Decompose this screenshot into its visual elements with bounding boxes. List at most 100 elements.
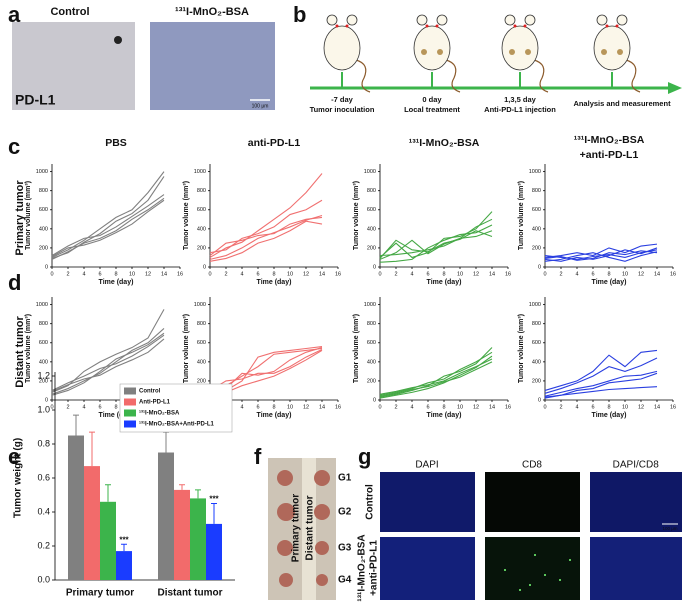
bar xyxy=(206,523,222,580)
data-line xyxy=(209,173,323,258)
cd8-cell xyxy=(559,579,561,581)
timeline-day: 0 day xyxy=(422,95,442,104)
x-tick-label: Primary tumor xyxy=(66,588,134,599)
x-tick-label: 10 xyxy=(622,404,628,410)
cd8-control xyxy=(485,472,580,532)
y-tick-label: 0 xyxy=(538,397,541,403)
timeline-day: -7 day xyxy=(331,95,354,104)
x-tick-label: 12 xyxy=(473,404,479,410)
x-tick-label: 0 xyxy=(378,271,381,277)
ruler xyxy=(302,458,316,600)
x-tick-label: 12 xyxy=(303,404,309,410)
y-tick-label: 200 xyxy=(39,245,48,251)
data-line xyxy=(544,386,658,398)
y-tick-label: 200 xyxy=(532,245,541,251)
x-tick-label: 10 xyxy=(287,404,293,410)
chart-title: PBS xyxy=(105,137,127,149)
panel-label: d xyxy=(8,270,21,295)
data-line xyxy=(209,199,323,254)
chart-title: anti-PD-L1 xyxy=(248,137,301,149)
mouse-tail xyxy=(445,59,461,93)
x-tick-label: 6 xyxy=(426,271,429,277)
y-tick-label: 800 xyxy=(39,188,48,194)
data-line xyxy=(544,250,658,261)
x-tick-label: 12 xyxy=(638,404,644,410)
y-tick-label: 800 xyxy=(532,188,541,194)
legend-swatch xyxy=(124,409,136,417)
x-tick-label: 10 xyxy=(129,271,135,277)
group-label: G4 xyxy=(338,575,352,586)
ihc-image-control xyxy=(12,22,135,110)
ihc-image-treated xyxy=(150,22,275,110)
panel-label: g xyxy=(358,444,371,469)
x-tick-label: 10 xyxy=(457,404,463,410)
y-tick-label: 600 xyxy=(532,340,541,346)
timeline-event: Local treatment xyxy=(404,105,460,114)
x-tick-label: 10 xyxy=(287,271,293,277)
x-tick-label: 0 xyxy=(50,404,53,410)
y-tick-label: 200 xyxy=(39,378,48,384)
merge-treated xyxy=(590,537,682,600)
error-bar xyxy=(121,543,127,552)
x-tick-label: 16 xyxy=(505,404,511,410)
y-tick-label: 200 xyxy=(532,378,541,384)
x-tick-label: 4 xyxy=(410,271,413,277)
y-tick-label: 600 xyxy=(197,340,206,346)
legend-swatch xyxy=(124,398,136,406)
y-tick-label: 600 xyxy=(532,207,541,213)
mouse-ear xyxy=(596,14,608,26)
data-line xyxy=(379,355,493,399)
x-tick-label: 6 xyxy=(98,404,101,410)
y-tick-label: 600 xyxy=(367,340,376,346)
bar xyxy=(158,452,174,580)
stain-label: PD-L1 xyxy=(15,92,56,108)
y-tick-label: 0.8 xyxy=(37,438,50,448)
data-line xyxy=(51,199,165,257)
x-tick-label: 2 xyxy=(394,404,397,410)
data-line xyxy=(379,361,493,397)
x-axis-label: Time (day) xyxy=(592,279,627,286)
data-line xyxy=(51,338,165,392)
x-tick-label: 16 xyxy=(670,271,676,277)
group-label: G1 xyxy=(338,473,352,484)
cd8-cell xyxy=(529,584,531,586)
mouse-ear xyxy=(346,14,358,26)
x-tick-label: 0 xyxy=(378,404,381,410)
data-line xyxy=(544,243,658,259)
legend-swatch xyxy=(124,387,136,395)
tumor xyxy=(314,504,330,520)
x-tick-label: 0 xyxy=(543,404,546,410)
x-tick-label: 4 xyxy=(240,271,243,277)
x-tick-label: 8 xyxy=(272,404,275,410)
y-axis-label: Tumor volume (mm³) xyxy=(353,181,360,250)
y-tick-label: 800 xyxy=(367,321,376,327)
error-bar xyxy=(211,503,217,524)
x-tick-label: 2 xyxy=(394,271,397,277)
x-tick-label: 6 xyxy=(426,404,429,410)
data-line xyxy=(544,370,658,397)
y-axis-label: Tumor volume (mm³) xyxy=(183,181,190,250)
x-tick-label: 14 xyxy=(489,271,495,277)
mouse-body xyxy=(413,25,451,71)
data-line xyxy=(544,357,658,394)
data-line xyxy=(209,348,323,391)
mouse-ear xyxy=(416,14,428,26)
cd8-cell xyxy=(519,589,521,591)
legend-swatch xyxy=(124,420,136,428)
data-line xyxy=(379,230,493,259)
axis xyxy=(209,164,338,268)
panel-label: a xyxy=(8,2,21,27)
mouse-ear xyxy=(436,14,448,26)
x-tick-label: 2 xyxy=(559,404,562,410)
x-tick-label: 0 xyxy=(50,271,53,277)
y-tick-label: 400 xyxy=(197,359,206,365)
tumor xyxy=(437,49,443,55)
mouse-tail xyxy=(355,59,371,93)
x-tick-label: 4 xyxy=(82,271,85,277)
y-tick-label: 400 xyxy=(367,226,376,232)
y-tick-label: 1000 xyxy=(36,169,48,175)
cd8-treated xyxy=(485,537,580,600)
data-line xyxy=(544,349,658,391)
axis xyxy=(51,164,180,268)
